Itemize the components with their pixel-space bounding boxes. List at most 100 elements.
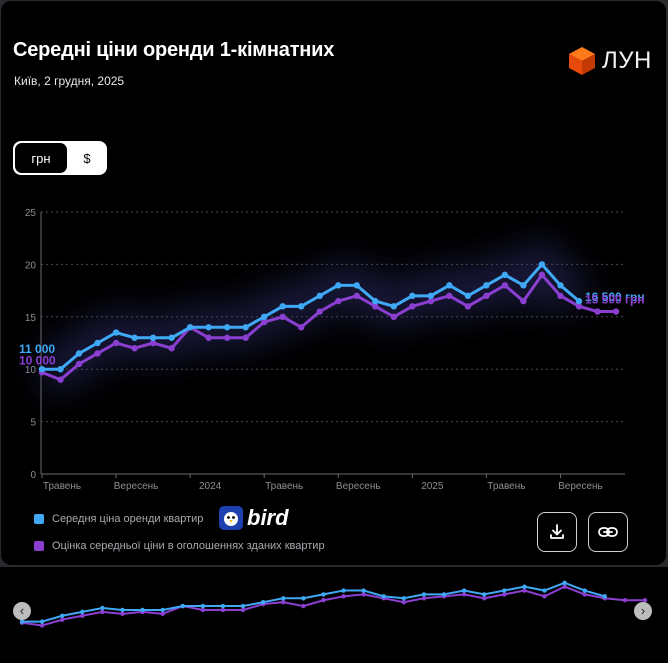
data-point: [446, 282, 453, 289]
data-point: [242, 334, 249, 341]
navigator-series-line: [21, 585, 645, 627]
lun-logo-text: ЛУН: [602, 47, 652, 74]
data-point: [57, 366, 64, 373]
data-point: [427, 292, 435, 300]
navigator-data-point: [301, 596, 306, 601]
navigator-data-point: [260, 599, 266, 605]
navigator-data-point: [281, 599, 286, 605]
navigator-series-line: [22, 581, 606, 623]
data-point: [94, 339, 101, 347]
share-link-button[interactable]: [588, 512, 628, 552]
data-point: [575, 297, 583, 305]
navigator-data-point: [562, 580, 567, 585]
x-tick-label: Вересень: [558, 481, 603, 492]
navigator-data-point: [321, 592, 326, 597]
navigator-data-point: [160, 611, 165, 617]
link-icon: [598, 527, 618, 537]
data-point: [446, 292, 453, 300]
data-point: [205, 324, 212, 331]
legend-swatch-estimate: [34, 541, 44, 551]
y-tick-label: 15: [25, 313, 37, 324]
navigator-data-point: [421, 596, 427, 601]
navigator-data-point: [120, 611, 125, 617]
chart-title: Середні ціни оренди 1-кімнатних: [13, 39, 335, 61]
data-point: [279, 313, 286, 320]
navigator-data-point: [140, 607, 145, 613]
navigator-data-point: [542, 588, 547, 593]
data-point: [557, 292, 564, 300]
data-point: [279, 303, 286, 310]
data-point: [520, 282, 527, 289]
data-point: [335, 282, 342, 289]
navigator-data-point: [120, 607, 125, 613]
navigator-data-point: [100, 605, 105, 611]
data-point: [260, 318, 268, 326]
data-point: [149, 334, 157, 341]
navigator-data-point: [200, 603, 206, 609]
data-point: [575, 303, 583, 310]
navigator-data-point: [361, 588, 366, 593]
navigator-data-point: [200, 607, 206, 613]
navigator-data-point: [642, 598, 648, 603]
navigator-data-point: [361, 592, 366, 597]
navigator-data-point: [39, 619, 45, 624]
navigator-data-point: [401, 599, 407, 605]
data-point: [483, 292, 490, 300]
x-tick-label: Вересень: [336, 481, 381, 492]
x-tick-label: Травень: [487, 481, 525, 492]
navigator-right-arrow[interactable]: ›: [634, 602, 652, 620]
data-point: [557, 282, 564, 289]
currency-toggle: грн $: [13, 141, 107, 175]
end-label-estimate: 15 500 грн: [585, 293, 645, 307]
data-point: [131, 345, 138, 352]
navigator-left-arrow[interactable]: ‹: [13, 602, 31, 620]
x-tick-label: 2025: [421, 481, 444, 492]
data-point: [538, 271, 546, 279]
navigator-data-point: [401, 596, 407, 601]
data-point: [168, 334, 175, 341]
navigator-data-point: [240, 607, 246, 613]
data-point: [316, 308, 323, 315]
data-point: [353, 292, 360, 300]
navigator-data-point: [341, 588, 346, 593]
currency-usd-button[interactable]: $: [83, 150, 91, 166]
y-tick-label: 0: [30, 470, 36, 481]
x-tick-label: Вересень: [114, 481, 159, 492]
data-point: [501, 271, 509, 279]
legend-item-avg-rent[interactable]: Середня ціна оренди квартир: [34, 513, 203, 525]
data-point: [223, 334, 231, 341]
data-point: [316, 292, 323, 300]
data-point: [594, 308, 601, 315]
x-tick-label: 2024: [199, 481, 222, 492]
data-point: [520, 297, 527, 305]
currency-uah-button[interactable]: грн: [15, 143, 67, 173]
navigator-data-point: [59, 613, 65, 618]
data-point: [483, 282, 490, 289]
navigator-data-point: [180, 603, 185, 609]
navigator-data-point: [482, 592, 487, 597]
download-icon: [550, 524, 564, 539]
range-navigator[interactable]: ‹ ›: [0, 567, 668, 663]
navigator-data-point: [80, 613, 85, 618]
navigator-data-point: [482, 596, 487, 601]
data-point: [353, 282, 360, 289]
data-point: [223, 324, 231, 331]
data-point: [538, 261, 546, 268]
navigator-data-point: [582, 592, 587, 597]
chart-subtitle: Київ, 2 грудня, 2025: [14, 74, 125, 88]
data-point: [186, 324, 194, 331]
navigator-data-point: [602, 594, 608, 599]
data-point: [409, 303, 416, 310]
data-point: [242, 324, 249, 331]
navigator-data-point: [562, 584, 567, 589]
lun-logo: ЛУН: [567, 45, 652, 77]
data-point: [372, 303, 379, 310]
download-button[interactable]: [537, 512, 577, 552]
navigator-data-point: [59, 617, 65, 622]
y-tick-label: 25: [25, 208, 37, 219]
data-point: [112, 339, 120, 347]
navigator-data-point: [542, 594, 547, 599]
navigator-data-point: [502, 588, 507, 593]
legend-item-estimate[interactable]: Оцінка середньої ціни в оголошеннях здан…: [34, 540, 325, 552]
navigator-data-point: [381, 594, 386, 599]
